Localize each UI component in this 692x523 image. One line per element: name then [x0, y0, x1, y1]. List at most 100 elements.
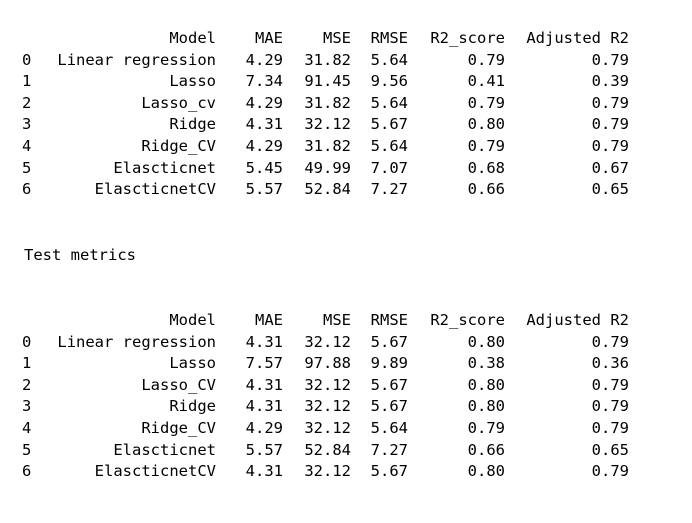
row-index: 4: [22, 137, 32, 155]
cell-mse: 52.84: [304, 180, 351, 199]
row-index: 5: [22, 158, 32, 177]
header-mse: MSE: [323, 29, 351, 47]
cell-model: Lasso: [169, 354, 216, 373]
cell-mae: 4.31: [245, 332, 283, 351]
cell-mse: 32.12: [304, 419, 351, 437]
cell-adj-r2: 0.79: [591, 50, 629, 69]
cell-rmse: 5.64: [370, 137, 408, 155]
table-row: 5 Elascticnet 5.57 52.84 7.27 0.66 0.65: [0, 440, 692, 461]
table-header-row: Model MAE MSE RMSE R2_score Adjusted R2: [0, 310, 692, 331]
cell-mse: 91.45: [304, 72, 351, 91]
test-metrics-caption: Test metrics: [24, 246, 136, 264]
cell-adj-r2: 0.79: [591, 93, 629, 112]
cell-rmse: 5.67: [370, 462, 408, 481]
cell-model: Lasso_cv: [141, 93, 216, 112]
cell-adj-r2: 0.65: [591, 180, 629, 199]
cell-mae: 4.29: [245, 419, 283, 437]
cell-rmse: 5.67: [370, 375, 408, 394]
cell-rmse: 9.89: [370, 354, 408, 373]
cell-model: Ridge: [169, 397, 216, 416]
cell-r2: 0.66: [467, 440, 505, 459]
cell-mae: 4.31: [245, 397, 283, 416]
table-row: 0 Linear regression 4.29 31.82 5.64 0.79 0.79: [0, 50, 692, 71]
table-row: 1 Lasso 7.34 91.45 9.56 0.41 0.39: [0, 71, 692, 92]
cell-model: Lasso_CV: [141, 375, 216, 394]
cell-r2: 0.68: [467, 158, 505, 177]
cell-r2: 0.79: [467, 50, 505, 69]
cell-adj-r2: 0.79: [591, 419, 629, 437]
header-r2-score: R2_score: [430, 29, 505, 47]
cell-model: Lasso: [169, 72, 216, 91]
header-mae: MAE: [255, 311, 283, 329]
cell-mse: 32.12: [304, 115, 351, 134]
header-mae: MAE: [255, 29, 283, 47]
cell-mse: 31.82: [304, 50, 351, 69]
table-row: 4 Ridge_CV 4.29 31.82 5.64 0.79 0.79: [0, 136, 692, 157]
cell-mae: 4.31: [245, 462, 283, 481]
table-row: 1 Lasso 7.57 97.88 9.89 0.38 0.36: [0, 353, 692, 374]
cell-mse: 31.82: [304, 93, 351, 112]
cell-r2: 0.79: [467, 419, 505, 437]
cell-adj-r2: 0.79: [591, 137, 629, 155]
cell-adj-r2: 0.79: [591, 332, 629, 351]
cell-adj-r2: 0.79: [591, 375, 629, 394]
row-index: 3: [22, 397, 32, 416]
cell-mae: 4.29: [245, 50, 283, 69]
cell-r2: 0.80: [467, 375, 505, 394]
row-index: 1: [22, 354, 32, 373]
cell-r2: 0.79: [467, 93, 505, 112]
cell-r2: 0.79: [467, 137, 505, 155]
row-index: 4: [22, 419, 32, 437]
cell-adj-r2: 0.79: [591, 115, 629, 134]
header-model: Model: [169, 311, 216, 329]
table-row: 6 ElascticnetCV 4.31 32.12 5.67 0.80 0.79: [0, 461, 692, 482]
cell-mse: 49.99: [304, 158, 351, 177]
cell-mae: 5.45: [245, 158, 283, 177]
cell-r2: 0.80: [467, 115, 505, 134]
cell-model: Ridge_CV: [141, 419, 216, 437]
table-row: 2 Lasso_cv 4.29 31.82 5.64 0.79 0.79: [0, 93, 692, 114]
table-row: 0 Linear regression 4.31 32.12 5.67 0.80 0.79: [0, 332, 692, 353]
header-adjusted-r2: Adjusted R2: [526, 29, 629, 47]
cell-mse: 32.12: [304, 375, 351, 394]
cell-mae: 4.29: [245, 137, 283, 155]
cell-rmse: 7.27: [370, 440, 408, 459]
header-rmse: RMSE: [370, 29, 408, 47]
cell-rmse: 5.67: [370, 115, 408, 134]
row-index: 6: [22, 462, 32, 481]
cell-rmse: 5.64: [370, 419, 408, 437]
header-adjusted-r2: Adjusted R2: [526, 311, 629, 329]
header-mse: MSE: [323, 311, 351, 329]
cell-rmse: 5.67: [370, 332, 408, 351]
cell-model: Linear regression: [57, 50, 216, 69]
row-index: 0: [22, 50, 32, 69]
cell-mae: 4.31: [245, 375, 283, 394]
cell-mae: 4.31: [245, 115, 283, 134]
cell-r2: 0.38: [467, 354, 505, 373]
cell-model: ElascticnetCV: [94, 462, 216, 481]
cell-adj-r2: 0.79: [591, 462, 629, 481]
cell-mae: 7.34: [245, 72, 283, 91]
header-rmse: RMSE: [370, 311, 408, 329]
row-index: 3: [22, 115, 32, 134]
row-index: 2: [22, 93, 32, 112]
table-row: 6 ElascticnetCV 5.57 52.84 7.27 0.66 0.65: [0, 179, 692, 200]
cell-mse: 97.88: [304, 354, 351, 373]
row-index: 2: [22, 375, 32, 394]
cell-rmse: 5.64: [370, 93, 408, 112]
cell-mae: 5.57: [245, 440, 283, 459]
table-row: 4 Ridge_CV 4.29 32.12 5.64 0.79 0.79: [0, 418, 692, 439]
header-r2-score: R2_score: [430, 311, 505, 329]
cell-rmse: 5.67: [370, 397, 408, 416]
cell-rmse: 5.64: [370, 50, 408, 69]
cell-model: Ridge: [169, 115, 216, 134]
cell-rmse: 7.27: [370, 180, 408, 199]
row-index: 6: [22, 180, 32, 199]
cell-adj-r2: 0.36: [591, 354, 629, 373]
cell-adj-r2: 0.39: [591, 72, 629, 91]
row-index: 1: [22, 72, 32, 91]
table-row: 3 Ridge 4.31 32.12 5.67 0.80 0.79: [0, 396, 692, 417]
table-header-row: Model MAE MSE RMSE R2_score Adjusted R2: [0, 28, 692, 49]
cell-mse: 32.12: [304, 462, 351, 481]
cell-model: Ridge_CV: [141, 137, 216, 155]
